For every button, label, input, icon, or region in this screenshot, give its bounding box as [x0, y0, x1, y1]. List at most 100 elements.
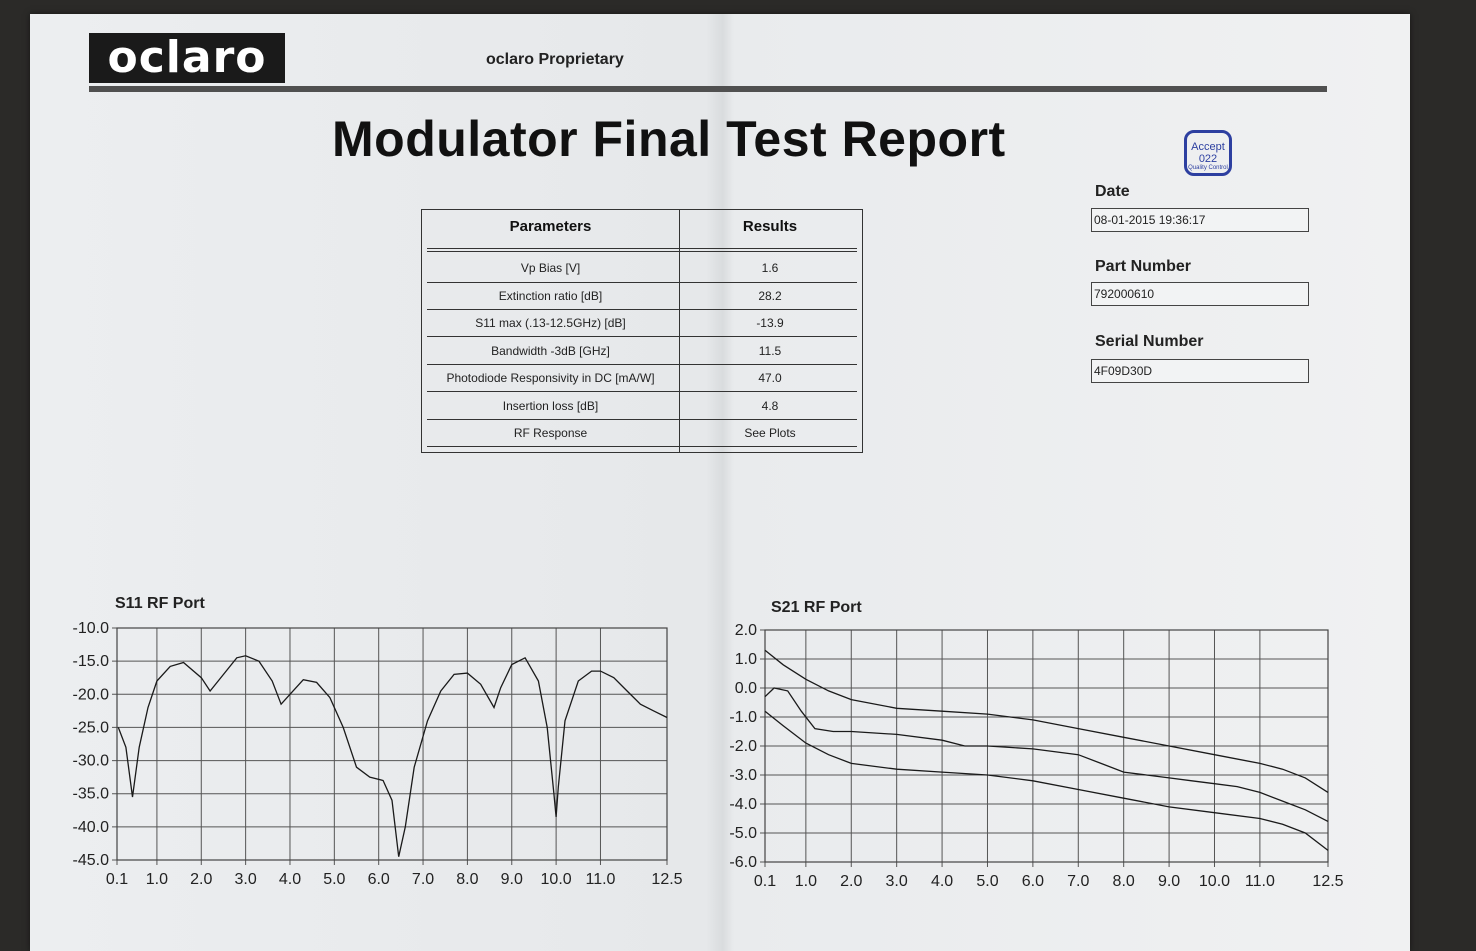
stamp-line-1: Accept: [1191, 141, 1225, 153]
part-number-label: Part Number: [1095, 258, 1192, 275]
row-line: [427, 419, 857, 420]
s11-y-tick-label: -25.0: [73, 719, 110, 736]
s11-x-tick-label: 6.0: [368, 871, 390, 888]
s21-x-tick-label: 4.0: [931, 873, 953, 890]
s21-y-tick-label: 1.0: [735, 651, 757, 668]
s21-y-tick-label: -2.0: [729, 738, 757, 755]
s11-x-tick-label: 0.1: [106, 871, 128, 888]
s21-x-tick-label: 9.0: [1158, 873, 1180, 890]
column-header-results: Results: [742, 218, 798, 235]
header-rule: [89, 86, 1327, 92]
s21-y-tick-label: -1.0: [729, 709, 757, 726]
row-line: [427, 391, 857, 392]
s21-y-tick-label: -6.0: [729, 854, 757, 871]
row-line: [427, 309, 857, 310]
stamp-line-3: Quality Control: [1188, 165, 1228, 171]
s21-series-line-2: [764, 687, 1329, 822]
s21-plot-frame: [764, 629, 1329, 863]
row-line: [427, 446, 857, 447]
s11-y-tick-label: -10.0: [73, 620, 110, 637]
s11-series-line-1: [117, 655, 668, 857]
s21-x-tick-label: 5.0: [976, 873, 998, 890]
s11-x-tick-label: 11.0: [585, 871, 615, 888]
s21-y-tick-label: -3.0: [729, 767, 757, 784]
serial-number-field: 4F09D30D: [1091, 359, 1309, 383]
header-line: [427, 248, 857, 249]
s11-y-tick-label: -20.0: [73, 686, 110, 703]
s11-y-tick-label: -30.0: [73, 753, 110, 770]
s21-x-tick-label: 11.0: [1245, 873, 1275, 890]
param-cell: Photodiode Responsivity in DC [mA/W]: [446, 371, 655, 385]
row-line: [427, 282, 857, 283]
s11-x-tick-label: 10.0: [541, 871, 572, 888]
s11-x-tick-label: 3.0: [235, 871, 257, 888]
s21-chart: 0.1 1.0 2.0 3.0 4.0 5.0 6.0 7.0 8.0 9.0 10.0 11.0 12…: [729, 622, 1343, 890]
result-cell: 28.2: [758, 289, 782, 303]
table-row: Photodiode Responsivity in DC [mA/W] 47.…: [422, 364, 862, 391]
s11-x-tick-label: 8.0: [456, 871, 478, 888]
s21-x-tick-label: 1.0: [795, 873, 817, 890]
row-line: [427, 364, 857, 365]
param-cell: RF Response: [513, 426, 588, 440]
s11-x-tick-label: 5.0: [323, 871, 345, 888]
param-cell: Insertion loss [dB]: [502, 399, 599, 413]
param-cell: S11 max (.13-12.5GHz) [dB]: [475, 316, 626, 330]
table-row: S11 max (.13-12.5GHz) [dB] -13.9: [422, 309, 862, 336]
column-header-parameters: Parameters: [509, 218, 592, 235]
s21-x-tick-label: 12.5: [1312, 873, 1343, 890]
result-cell: See Plots: [744, 426, 796, 440]
serial-number-label: Serial Number: [1095, 333, 1204, 350]
result-cell: 11.5: [758, 344, 782, 358]
table-row: Extinction ratio [dB] 28.2: [422, 282, 862, 309]
s21-x-tick-label: 10.0: [1199, 873, 1230, 890]
param-cell: Bandwidth -3dB [GHz]: [491, 344, 610, 358]
part-number-field: 792000610: [1091, 282, 1309, 306]
s21-x-tick-label: 2.0: [840, 873, 862, 890]
proprietary-label: oclaro Proprietary: [486, 51, 624, 68]
s21-plot-area: 0.1 1.0 2.0 3.0 4.0 5.0 6.0 7.0 8.0 9.0 10.0 11.0 12…: [729, 622, 1343, 890]
s11-plot-frame: [116, 627, 668, 861]
s11-y-tick-label: -15.0: [73, 653, 110, 670]
s11-x-tick-label: 1.0: [146, 871, 168, 888]
s21-x-tick-label: 8.0: [1113, 873, 1135, 890]
s11-x-tick-label: 4.0: [279, 871, 301, 888]
s21-y-tick-label: 0.0: [735, 680, 757, 697]
parameters-table: Parameters Results Vp Bias [V] 1.6 Extin…: [421, 209, 863, 453]
s11-plot-area: 0.1 1.0 2.0 3.0 4.0 5.0 6.0 7.0 8.0 9.0 10.0 11.0 12…: [73, 620, 683, 888]
header-line-2: [427, 251, 857, 252]
s21-x-tick-label: 0.1: [754, 873, 776, 890]
s21-y-tick-label: -4.0: [729, 796, 757, 813]
result-cell: 1.6: [761, 261, 779, 275]
s21-plot-title: S21 RF Port: [771, 599, 862, 616]
result-cell: 4.8: [761, 399, 779, 413]
s21-x-tick-label: 7.0: [1067, 873, 1089, 890]
result-cell: -13.9: [756, 316, 784, 330]
s21-y-tick-label: -5.0: [729, 825, 757, 842]
s21-series-line-3: [764, 710, 1329, 851]
date-field: 08-01-2015 19:36:17: [1091, 208, 1309, 232]
s21-x-tick-label: 6.0: [1022, 873, 1044, 890]
s21-y-tick-label: 2.0: [735, 622, 757, 639]
s11-x-tick-label: 9.0: [501, 871, 523, 888]
s11-x-tick-label: 7.0: [412, 871, 434, 888]
table-row: Insertion loss [dB] 4.8: [422, 392, 862, 419]
s11-x-tick-label: 12.5: [651, 871, 682, 888]
s11-y-tick-label: -35.0: [73, 786, 110, 803]
s11-y-tick-label: -40.0: [73, 819, 110, 836]
accept-stamp: Accept 022 Quality Control: [1184, 130, 1232, 176]
oclaro-logo: oclaro: [89, 33, 285, 83]
s21-series-line-1: [764, 649, 1329, 793]
param-cell: Vp Bias [V]: [520, 261, 581, 275]
s11-plot-title: S11 RF Port: [115, 595, 205, 612]
s11-x-tick-label: 2.0: [190, 871, 212, 888]
report-title: Modulator Final Test Report: [332, 111, 1006, 167]
s11-chart: 0.1 1.0 2.0 3.0 4.0 5.0 6.0 7.0 8.0 9.0 10.0 11.0 12…: [73, 620, 683, 888]
stamp-line-2: 022: [1198, 153, 1218, 165]
date-label: Date: [1095, 183, 1130, 200]
report-sheet: [30, 14, 1410, 951]
s21-x-tick-label: 3.0: [886, 873, 908, 890]
table-row: Vp Bias [V] 1.6: [422, 254, 862, 281]
table-row: Bandwidth -3dB [GHz] 11.5: [422, 337, 862, 364]
param-cell: Extinction ratio [dB]: [498, 289, 603, 303]
table-row: RF Response See Plots: [422, 419, 862, 446]
